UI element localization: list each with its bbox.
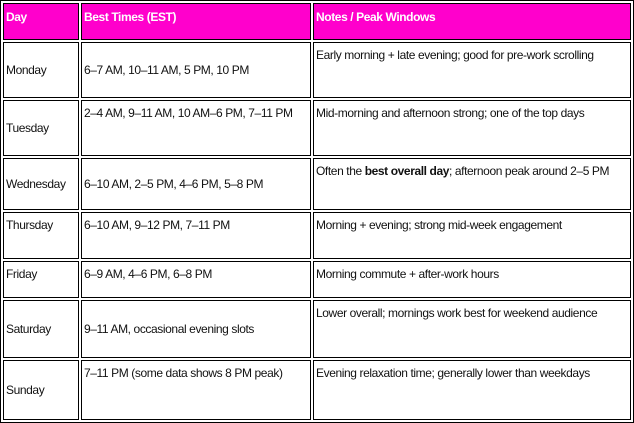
day-cell: Friday bbox=[3, 261, 79, 299]
times-cell: 6–10 AM, 2–5 PM, 4–6 PM, 5–8 PM bbox=[81, 158, 311, 210]
table-row: Tuesday 2–4 AM, 9–11 AM, 10 AM–6 PM, 7–1… bbox=[3, 99, 631, 157]
notes-cell: Early morning + late evening; good for p… bbox=[313, 42, 631, 98]
header-best-times: Best Times (EST) bbox=[81, 3, 311, 41]
day-cell: Monday bbox=[3, 42, 79, 98]
times-cell: 9–11 AM, occasional evening slots bbox=[81, 300, 311, 359]
times-cell: 6–9 AM, 4–6 PM, 6–8 PM bbox=[81, 261, 311, 299]
times-cell: 2–4 AM, 9–11 AM, 10 AM–6 PM, 7–11 PM bbox=[81, 99, 311, 157]
day-cell: Saturday bbox=[3, 300, 79, 359]
times-cell: 7–11 PM (some data shows 8 PM peak) bbox=[81, 360, 311, 420]
notes-cell: Often the best overall day; afternoon pe… bbox=[313, 158, 631, 210]
table-row: Friday 6–9 AM, 4–6 PM, 6–8 PM Morning co… bbox=[3, 261, 631, 299]
notes-cell: Morning + evening; strong mid-week engag… bbox=[313, 211, 631, 260]
day-cell: Sunday bbox=[3, 360, 79, 420]
notes-cell: Morning commute + after-work hours bbox=[313, 261, 631, 299]
day-cell: Tuesday bbox=[3, 99, 79, 157]
notes-cell: Lower overall; mornings work best for we… bbox=[313, 300, 631, 359]
notes-cell: Mid-morning and afternoon strong; one of… bbox=[313, 99, 631, 157]
table-row: Wednesday 6–10 AM, 2–5 PM, 4–6 PM, 5–8 P… bbox=[3, 158, 631, 210]
table-row: Thursday 6–10 AM, 9–12 PM, 7–11 PM Morni… bbox=[3, 211, 631, 260]
day-cell: Wednesday bbox=[3, 158, 79, 210]
times-cell: 6–7 AM, 10–11 AM, 5 PM, 10 PM bbox=[81, 42, 311, 98]
notes-cell: Evening relaxation time; generally lower… bbox=[313, 360, 631, 420]
header-day: Day bbox=[3, 3, 79, 41]
header-notes: Notes / Peak Windows bbox=[313, 3, 631, 41]
header-row: Day Best Times (EST) Notes / Peak Window… bbox=[3, 3, 631, 41]
table-row: Monday 6–7 AM, 10–11 AM, 5 PM, 10 PM Ear… bbox=[3, 42, 631, 98]
notes-text: ; afternoon peak around 2–5 PM bbox=[449, 164, 610, 179]
table-row: Saturday 9–11 AM, occasional evening slo… bbox=[3, 300, 631, 359]
table-row: Sunday 7–11 PM (some data shows 8 PM pea… bbox=[3, 360, 631, 420]
notes-bold-text: best overall day bbox=[364, 164, 450, 179]
notes-text: Often the bbox=[316, 164, 365, 179]
times-cell: 6–10 AM, 9–12 PM, 7–11 PM bbox=[81, 211, 311, 260]
day-cell: Thursday bbox=[3, 211, 79, 260]
